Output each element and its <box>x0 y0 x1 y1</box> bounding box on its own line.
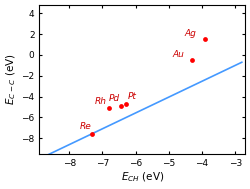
Point <box>124 103 128 106</box>
Text: Re: Re <box>79 122 91 132</box>
Text: Ag: Ag <box>184 29 196 38</box>
Point <box>107 107 111 110</box>
Point <box>190 59 194 62</box>
Text: Rh: Rh <box>95 97 107 106</box>
Point <box>90 133 94 136</box>
Point <box>119 105 123 108</box>
Text: Pt: Pt <box>128 92 137 101</box>
Text: Pd: Pd <box>109 94 120 103</box>
Point <box>203 38 207 41</box>
Y-axis label: $E_{C-C}$ (eV): $E_{C-C}$ (eV) <box>5 53 18 105</box>
X-axis label: $E_{CH}$ (eV): $E_{CH}$ (eV) <box>120 170 164 184</box>
Text: Au: Au <box>172 50 184 59</box>
